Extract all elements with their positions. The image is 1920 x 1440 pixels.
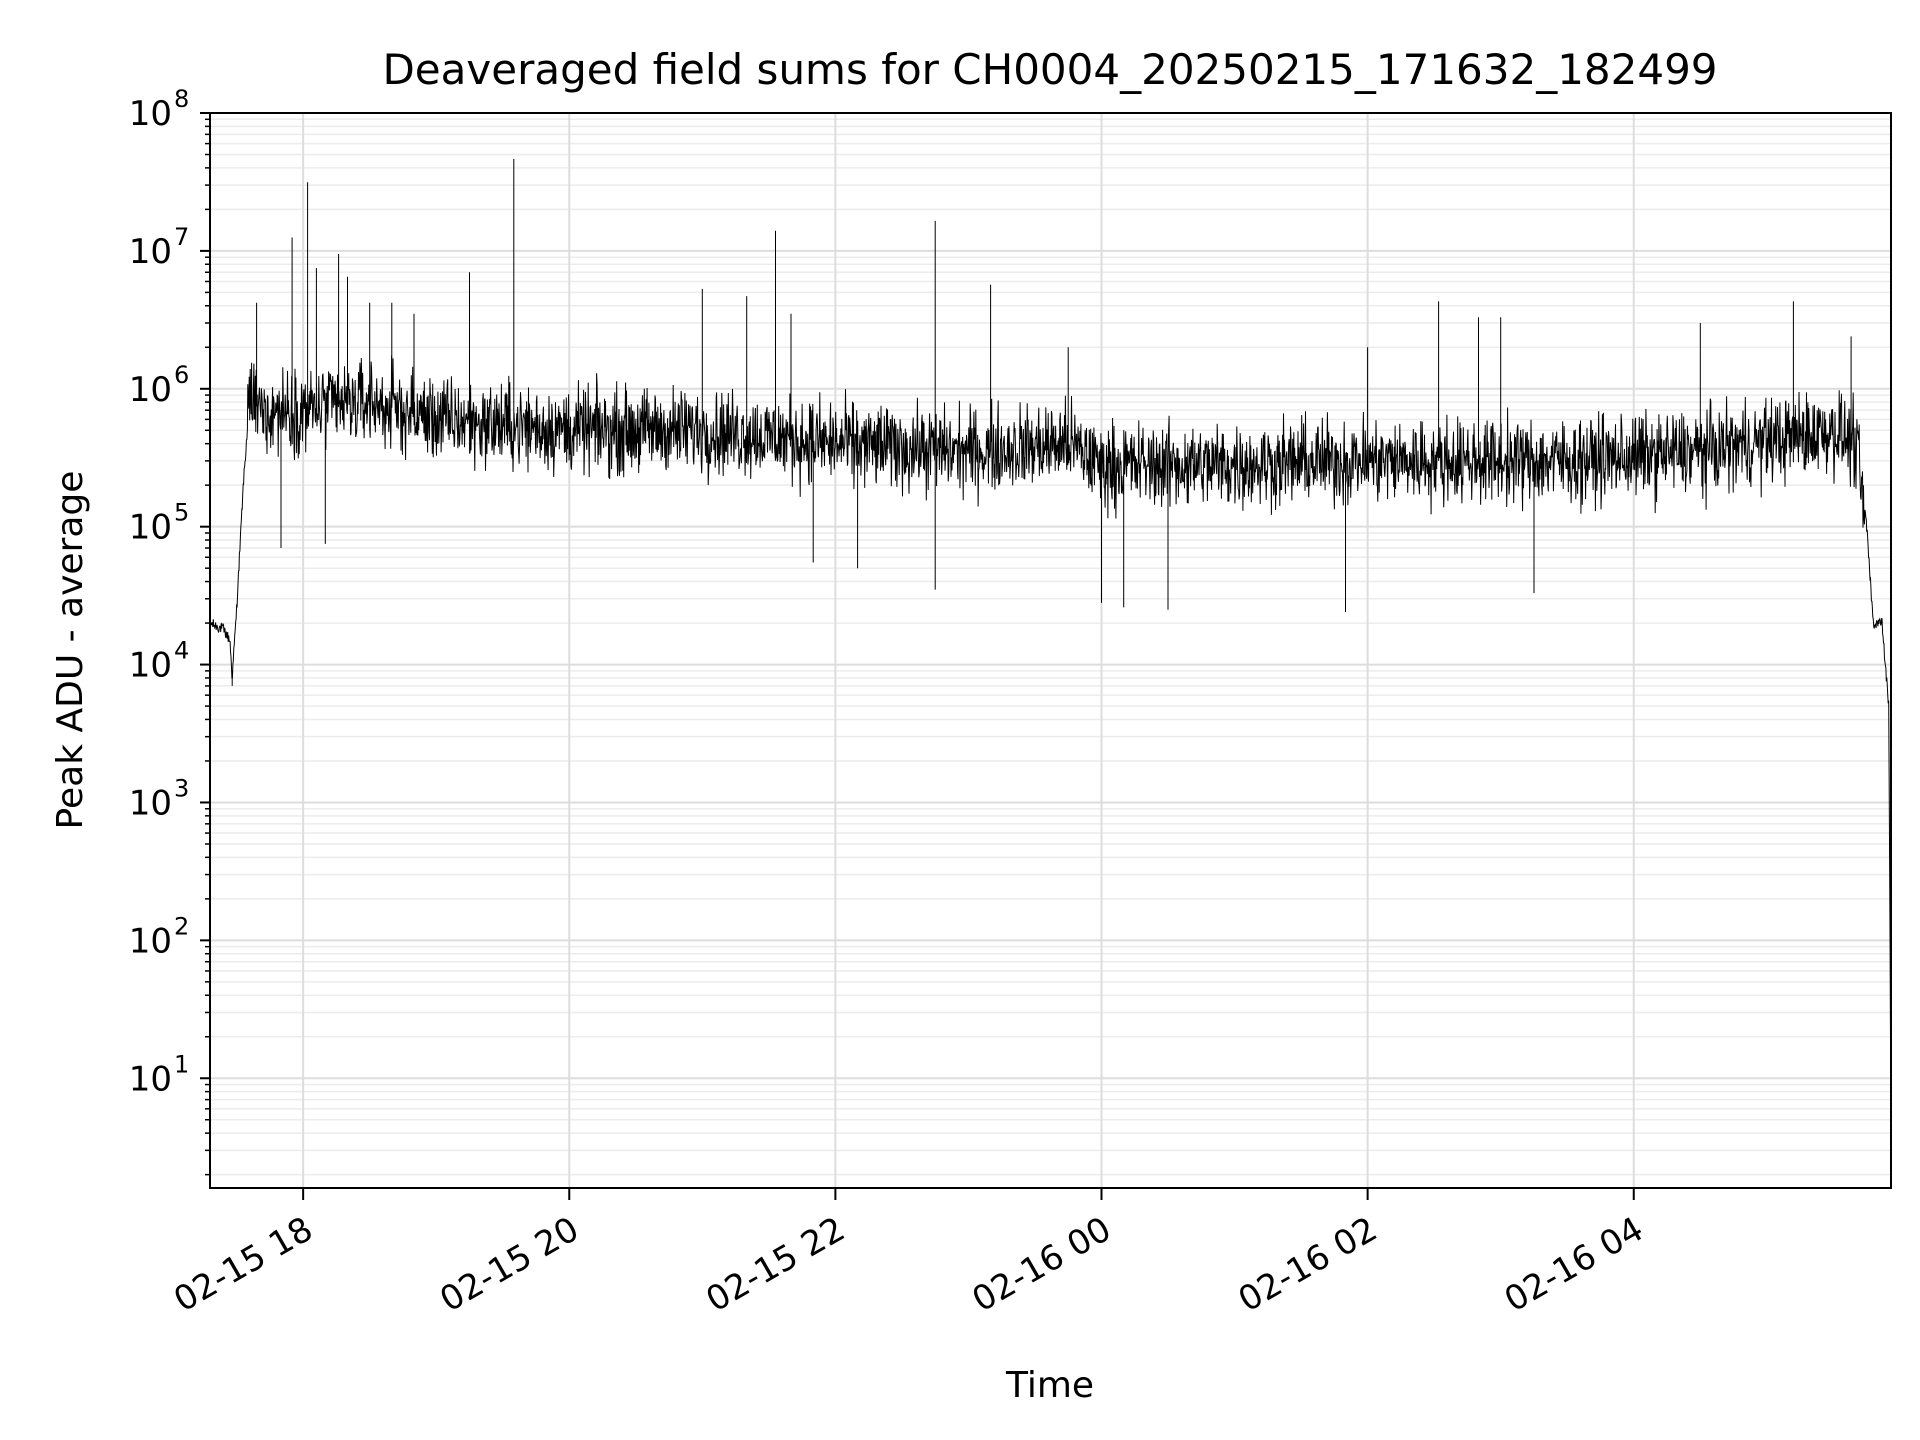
y-tick-exponent: 7 [174,223,189,251]
y-tick-label: 10 [129,232,172,272]
plot-frame [209,112,1892,1189]
y-tick-exponent: 6 [174,361,189,389]
y-tick-exponent: 8 [174,85,189,113]
y-tick-label: 10 [129,1059,172,1099]
y-tick-base: 10 [129,1059,172,1099]
y-axis-label: Peak ADU - average [50,471,91,830]
y-tick-label: 10 [129,508,172,548]
y-tick-base: 10 [129,94,172,134]
series-line [209,158,1892,1134]
y-tick-base: 10 [129,370,172,410]
y-tick-exponent: 3 [174,774,189,802]
y-tick-base: 10 [129,646,172,686]
y-tick-base: 10 [129,921,172,961]
x-axis-label: Time [1005,1365,1094,1406]
y-tick-exponent: 2 [174,912,189,940]
y-tick-label: 10 [129,370,172,410]
y-tick-exponent: 4 [174,637,189,665]
y-tick-base: 10 [129,508,172,548]
y-tick-label: 10 [129,921,172,961]
chart-title: Deaveraged field sums for CH0004_2025021… [382,45,1717,94]
y-tick-label: 10 [129,783,172,823]
y-tick-exponent: 5 [174,499,189,527]
y-tick-label: 10 [129,646,172,686]
minor-gridlines [210,118,1891,1176]
y-tick-base: 10 [129,232,172,272]
y-tick-label: 10 [129,94,172,134]
y-tick-exponent: 1 [174,1050,189,1078]
y-tick-base: 10 [129,783,172,823]
